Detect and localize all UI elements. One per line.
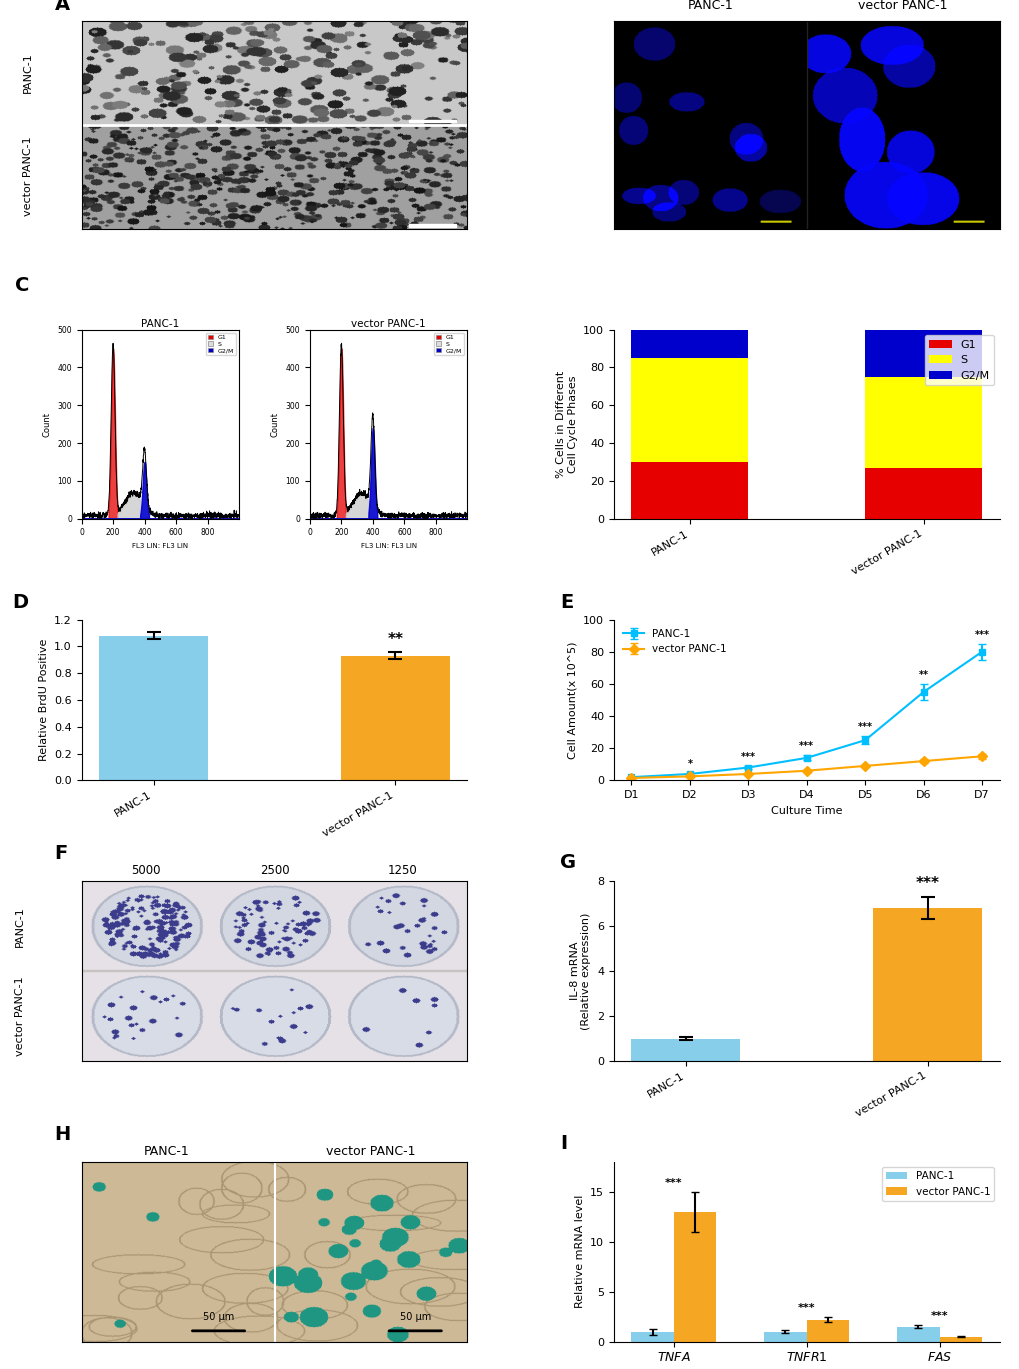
Bar [340,656,449,780]
Text: ***: *** [740,752,755,763]
Text: ***: *** [857,723,872,732]
Text: **: ** [918,669,927,680]
Text: 50 μm: 50 μm [203,1312,234,1322]
Bar [631,461,748,519]
Bar [631,1039,740,1061]
Bar [631,1332,674,1342]
Text: A: A [55,0,69,14]
Text: D: D [12,593,29,612]
Text: ***: *** [930,1312,948,1321]
Legend: G1, S, G2/M: G1, S, G2/M [924,335,994,385]
Text: ***: *** [664,1177,682,1188]
Text: *: * [687,760,692,769]
Text: PANC-1: PANC-1 [22,52,33,93]
Text: C: C [15,277,30,296]
Y-axis label: Count: Count [43,412,52,437]
Y-axis label: Relative BrdU Positive: Relative BrdU Positive [39,639,49,761]
Text: F: F [55,845,68,864]
Text: vector PANC-1: vector PANC-1 [22,137,33,216]
Text: PANC-1: PANC-1 [687,0,733,12]
Text: G: G [559,853,576,872]
X-axis label: Culture Time: Culture Time [770,806,842,816]
Text: ***: *** [799,742,813,752]
Bar [896,1327,938,1342]
Bar [763,1332,806,1342]
Bar [409,225,455,226]
Bar [864,468,981,519]
Title: PANC-1: PANC-1 [141,319,179,329]
Text: PANC-1: PANC-1 [15,906,24,946]
Text: 5000: 5000 [131,864,161,878]
Bar [872,908,981,1061]
Y-axis label: Count: Count [271,412,279,437]
Legend: G1, S, G2/M: G1, S, G2/M [434,333,464,355]
Bar [806,1320,849,1342]
Text: 2500: 2500 [260,864,289,878]
Y-axis label: IL-8 mRNA
(Relative expression): IL-8 mRNA (Relative expression) [570,913,591,1029]
Bar [938,1336,981,1342]
Text: vector PANC-1: vector PANC-1 [326,1144,415,1158]
Text: B: B [590,0,605,4]
Text: 1250: 1250 [387,864,417,878]
Bar [409,120,455,122]
Text: vector PANC-1: vector PANC-1 [15,976,24,1055]
X-axis label: FL3 LIN: FL3 LIN: FL3 LIN: FL3 LIN [360,543,416,549]
Bar [631,330,748,357]
Legend: PANC-1, vector PANC-1: PANC-1, vector PANC-1 [619,624,731,658]
Text: PANC-1: PANC-1 [144,1144,190,1158]
Bar [99,635,208,780]
Text: ***: *** [973,630,988,639]
Y-axis label: Cell Amount(x 10^5): Cell Amount(x 10^5) [567,641,577,758]
Bar [864,330,981,376]
Text: H: H [55,1125,70,1144]
Bar [631,357,748,461]
Y-axis label: % Cells in Different
Cell Cycle Phases: % Cells in Different Cell Cycle Phases [555,371,577,478]
Text: vector PANC-1: vector PANC-1 [858,0,947,12]
Legend: PANC-1, vector PANC-1: PANC-1, vector PANC-1 [881,1168,994,1201]
Text: ***: *** [915,876,938,891]
Text: **: ** [387,632,403,648]
Text: E: E [559,593,573,612]
X-axis label: FL3 LIN: FL3 LIN: FL3 LIN: FL3 LIN [132,543,189,549]
Bar [864,376,981,468]
Text: I: I [559,1134,567,1153]
Y-axis label: Relative mRNA level: Relative mRNA level [574,1195,584,1309]
Text: 50 μm: 50 μm [399,1312,430,1322]
Legend: G1, S, G2/M: G1, S, G2/M [206,333,235,355]
Title: vector PANC-1: vector PANC-1 [351,319,426,329]
Bar [674,1212,715,1342]
Text: ***: *** [797,1303,815,1313]
